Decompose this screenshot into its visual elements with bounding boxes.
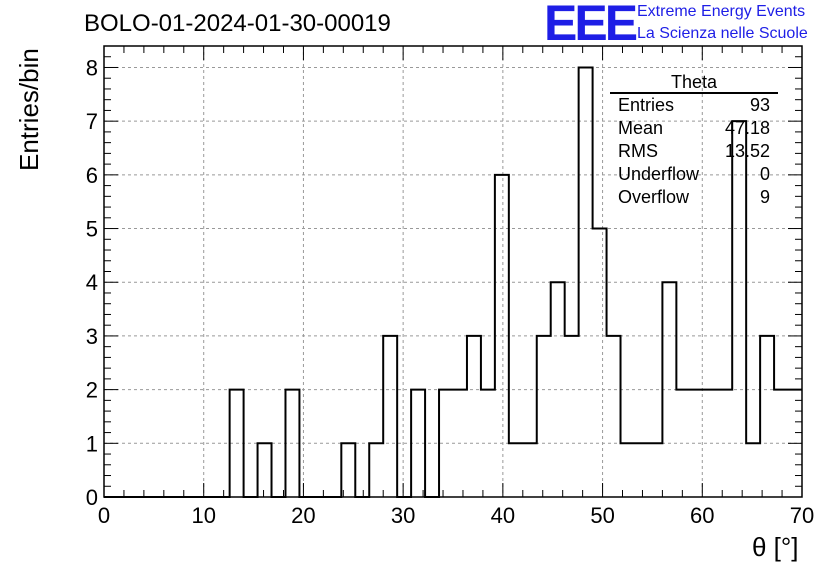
x-tick-label: 0 bbox=[98, 503, 110, 528]
y-tick-label: 1 bbox=[86, 431, 98, 456]
stats-value: 9 bbox=[759, 187, 770, 207]
y-tick-label: 7 bbox=[86, 109, 98, 134]
eee-logo: EEE bbox=[544, 0, 638, 51]
stats-value: 47.18 bbox=[724, 118, 770, 138]
stats-value: 0 bbox=[759, 164, 770, 184]
stats-label: RMS bbox=[618, 141, 658, 161]
stats-row-mean: Mean 47.18 bbox=[610, 117, 778, 140]
logo-line-1: Extreme Energy Events bbox=[637, 3, 806, 20]
chart-title: BOLO-01-2024-01-30-00019 bbox=[84, 10, 391, 37]
y-tick-label: 4 bbox=[86, 270, 98, 295]
y-tick-label: 8 bbox=[86, 55, 98, 80]
stats-row-entries: Entries 93 bbox=[610, 94, 778, 117]
stats-value: 93 bbox=[749, 95, 770, 115]
x-tick-label: 60 bbox=[690, 503, 714, 528]
stats-row-underflow: Underflow 0 bbox=[610, 163, 778, 186]
y-tick-label: 0 bbox=[86, 485, 98, 510]
stats-label: Underflow bbox=[618, 164, 700, 184]
y-tick-label: 3 bbox=[86, 324, 98, 349]
x-tick-label: 10 bbox=[191, 503, 215, 528]
stats-title: Theta bbox=[610, 72, 778, 94]
stats-box: Theta Entries 93 Mean 47.18 RMS 13.52 Un… bbox=[610, 72, 778, 209]
stats-label: Entries bbox=[618, 95, 675, 115]
x-axis-label: θ [°] bbox=[752, 532, 799, 562]
y-tick-label: 6 bbox=[86, 163, 98, 188]
stats-label: Mean bbox=[618, 118, 664, 138]
stats-row-rms: RMS 13.52 bbox=[610, 140, 778, 163]
y-tick-label: 2 bbox=[86, 378, 98, 403]
logo-line-2: La Scienza nelle Scuole bbox=[637, 25, 808, 42]
stats-label: Overflow bbox=[618, 187, 690, 207]
histogram-series bbox=[104, 66, 802, 498]
stats-value: 13.52 bbox=[724, 141, 770, 161]
plot-frame bbox=[103, 45, 803, 498]
y-axis-label: Entries/bin bbox=[14, 48, 44, 171]
x-tick-label: 30 bbox=[391, 503, 415, 528]
x-tick-label: 40 bbox=[491, 503, 515, 528]
x-tick-label: 50 bbox=[590, 503, 614, 528]
stats-row-overflow: Overflow 9 bbox=[610, 186, 778, 209]
x-tick-label: 70 bbox=[790, 503, 814, 528]
x-tick-label: 20 bbox=[291, 503, 315, 528]
y-tick-label: 5 bbox=[86, 217, 98, 242]
